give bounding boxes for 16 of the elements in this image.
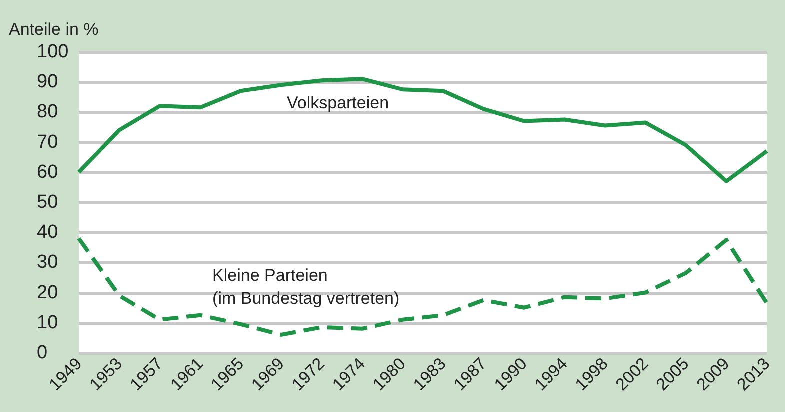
y-tick-label: 80 [37, 102, 58, 123]
y-tick-label: 30 [37, 252, 58, 274]
y-tick-label: 50 [37, 192, 58, 213]
y-tick-label: 20 [37, 282, 58, 304]
line-series [77, 236, 769, 337]
y-tick-label: 60 [37, 162, 58, 183]
y-tick-label: 40 [37, 222, 58, 244]
y-tick-label: 10 [37, 312, 58, 334]
series-label: Volksparteien [286, 94, 390, 113]
series-label: Kleine Parteien (im Bundestag vertreten) [212, 266, 400, 308]
y-tick-label: 100 [37, 42, 69, 62]
y-tick-label: 0 [37, 342, 48, 364]
line-series [77, 77, 769, 184]
y-tick-label: 70 [37, 132, 58, 153]
y-axis-title: Anteile in % [9, 20, 99, 39]
y-tick-label: 90 [37, 72, 58, 93]
